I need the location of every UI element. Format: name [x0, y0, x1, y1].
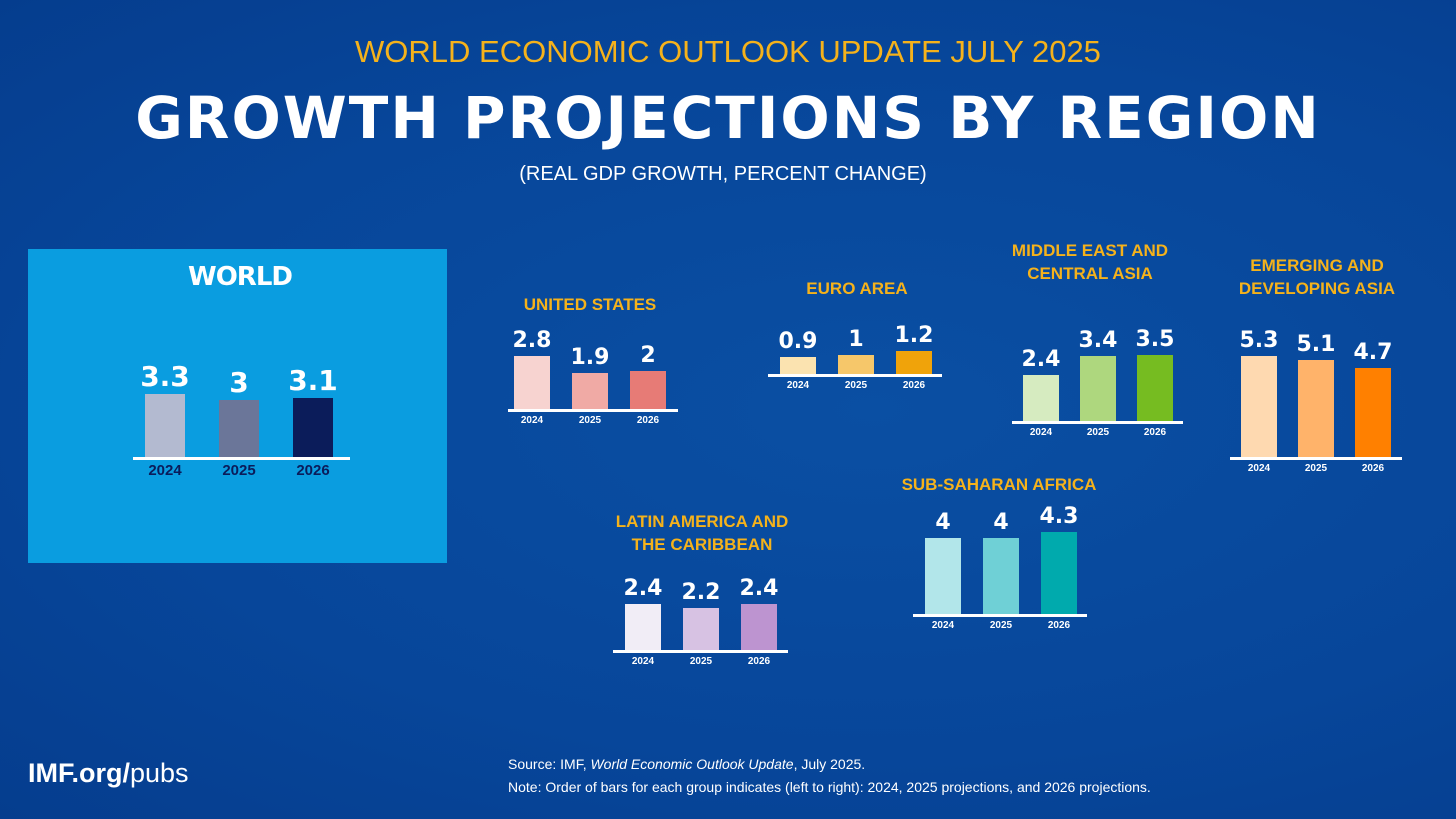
emerging-developing-asia-value-2025: 5.1 [1296, 332, 1336, 358]
latin-america-caribbean-bar-2026 [741, 604, 777, 650]
world-year-2024: 2024 [148, 462, 182, 479]
world-year-2025: 2025 [222, 462, 256, 479]
sub-saharan-africa-axis [913, 614, 1087, 617]
united-states-year-2024: 2024 [520, 415, 544, 426]
united-states-value-2025: 1.9 [570, 344, 610, 370]
latin-america-caribbean-bar-2025 [683, 608, 719, 650]
sub-saharan-africa-year-2026: 2026 [1047, 620, 1071, 631]
united-states-bar-2024 [514, 355, 550, 409]
emerging-developing-asia-value-2024: 5.3 [1239, 328, 1279, 354]
united-states-bar-2025 [572, 372, 608, 409]
source-suffix: , July 2025. [793, 756, 866, 772]
sub-saharan-africa-title: SUB-SAHARAN AFRICA [901, 475, 1097, 494]
euro-area-value-2025: 1 [848, 327, 864, 352]
middle-east-central-asia-value-2025: 3.4 [1078, 328, 1118, 354]
world-axis [133, 457, 350, 460]
euro-area-value-2024: 0.9 [778, 328, 818, 354]
middle-east-central-asia-bar-2025 [1080, 356, 1116, 421]
emerging-developing-asia-title: EMERGING AND DEVELOPING ASIA [1238, 256, 1396, 298]
emerging-developing-asia-year-2026: 2026 [1361, 463, 1385, 474]
page-title: GROWTH PROJECTIONS BY REGION [135, 84, 1321, 152]
latin-america-caribbean-bar-2024 [625, 604, 661, 650]
euro-area-year-2026: 2026 [902, 380, 926, 391]
subtitle: (REAL GDP GROWTH, PERCENT CHANGE) [519, 163, 927, 185]
world-bar-2024 [145, 394, 185, 457]
latin-america-caribbean-year-2025: 2025 [689, 656, 713, 667]
united-states-title: UNITED STATES [523, 295, 657, 314]
euro-area-title: EURO AREA [806, 279, 908, 298]
sub-saharan-africa-value-2025: 4 [993, 510, 1009, 535]
emerging-developing-asia-value-2026: 4.7 [1353, 339, 1393, 365]
middle-east-central-asia-year-2024: 2024 [1029, 427, 1053, 438]
latin-america-caribbean-title: LATIN AMERICA AND THE CARIBBEAN [615, 512, 789, 554]
logo-light: pubs [130, 758, 189, 788]
united-states-value-2026: 2 [640, 343, 656, 368]
supertitle: WORLD ECONOMIC OUTLOOK UPDATE JULY 2025 [355, 34, 1101, 69]
euro-area-bar-2025 [838, 355, 874, 374]
logo-bold: IMF.org/ [28, 758, 130, 788]
latin-america-caribbean-axis [613, 650, 788, 653]
source-title: World Economic Outlook Update [590, 756, 794, 772]
euro-area-value-2026: 1.2 [894, 323, 934, 349]
middle-east-central-asia-bar-2024 [1023, 375, 1059, 421]
euro-area-bar-2024 [780, 356, 816, 374]
world-value-2025: 3 [229, 366, 249, 399]
middle-east-central-asia-title: MIDDLE EAST AND CENTRAL ASIA [1011, 241, 1169, 283]
euro-area-year-2024: 2024 [786, 380, 810, 391]
sub-saharan-africa-bar-2025 [983, 538, 1019, 614]
world-value-2024: 3.3 [140, 360, 190, 394]
middle-east-central-asia-value-2026: 3.5 [1135, 326, 1175, 352]
emerging-developing-asia-bar-2024 [1241, 356, 1277, 457]
united-states-bar-2026 [630, 371, 666, 409]
united-states-year-2025: 2025 [578, 415, 602, 426]
euro-area-bar-2026 [896, 351, 932, 374]
middle-east-central-asia-year-2025: 2025 [1086, 427, 1110, 438]
world-bar-2025 [219, 400, 259, 457]
middle-east-central-asia-bar-2026 [1137, 354, 1173, 421]
emerging-developing-asia-year-2025: 2025 [1304, 463, 1328, 474]
sub-saharan-africa-value-2026: 4.3 [1039, 504, 1079, 530]
united-states-axis [508, 409, 678, 412]
euro-area-axis [768, 374, 942, 377]
middle-east-central-asia-value-2024: 2.4 [1021, 347, 1061, 373]
united-states-value-2024: 2.8 [512, 327, 552, 353]
sub-saharan-africa-bar-2024 [925, 538, 961, 614]
source-prefix: Source: IMF, [508, 756, 591, 772]
latin-america-caribbean-year-2026: 2026 [747, 656, 771, 667]
latin-america-caribbean-value-2025: 2.2 [681, 580, 721, 606]
world-bar-2026 [293, 398, 333, 457]
emerging-developing-asia-year-2024: 2024 [1247, 463, 1271, 474]
sub-saharan-africa-year-2025: 2025 [989, 620, 1013, 631]
latin-america-caribbean-value-2026: 2.4 [739, 576, 779, 602]
world-value-2026: 3.1 [288, 364, 338, 398]
source-note: Source: IMF, World Economic Outlook Upda… [508, 756, 865, 772]
united-states-year-2026: 2026 [636, 415, 660, 426]
sub-saharan-africa-bar-2026 [1041, 532, 1077, 614]
latin-america-caribbean-year-2024: 2024 [631, 656, 655, 667]
bar-order-note: Note: Order of bars for each group indic… [508, 779, 1151, 795]
middle-east-central-asia-axis [1012, 421, 1183, 424]
world-title: WORLD [188, 262, 293, 292]
middle-east-central-asia-year-2026: 2026 [1143, 427, 1167, 438]
world-year-2026: 2026 [296, 462, 330, 479]
euro-area-year-2025: 2025 [844, 380, 868, 391]
latin-america-caribbean-value-2024: 2.4 [623, 576, 663, 602]
sub-saharan-africa-value-2024: 4 [935, 510, 951, 535]
sub-saharan-africa-year-2024: 2024 [931, 620, 955, 631]
imf-logo-link[interactable]: IMF.org/pubs [28, 758, 189, 789]
emerging-developing-asia-bar-2025 [1298, 360, 1334, 457]
emerging-developing-asia-bar-2026 [1355, 367, 1391, 457]
emerging-developing-asia-axis [1230, 457, 1402, 460]
